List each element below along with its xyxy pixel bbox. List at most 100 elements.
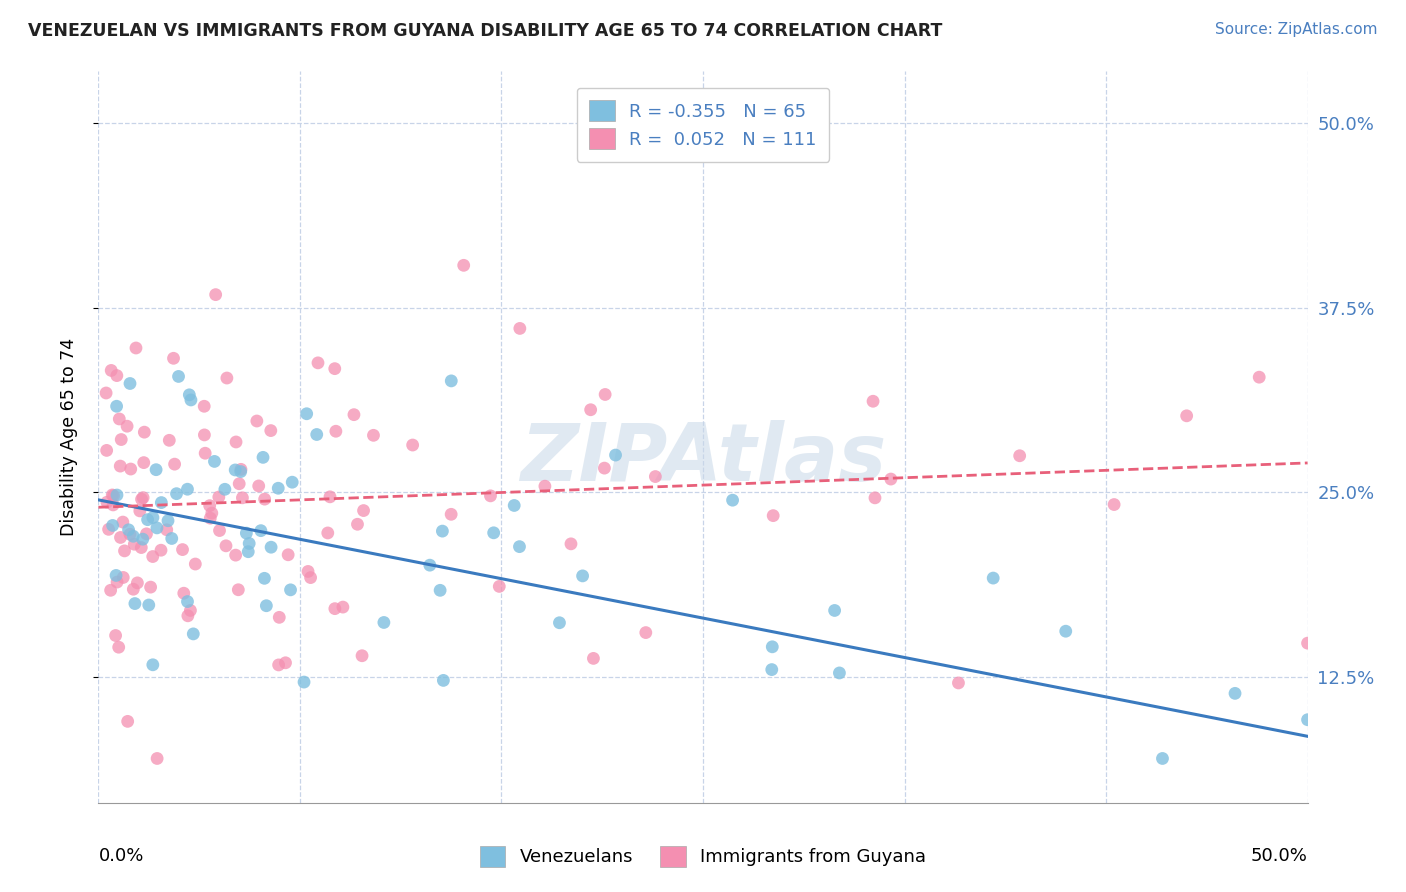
- Point: [343, 408, 366, 422]
- Point: [229, 465, 252, 479]
- Point: [127, 575, 149, 590]
- Point: [110, 433, 132, 447]
- Point: [176, 594, 198, 608]
- Point: [139, 580, 162, 594]
- Point: [432, 524, 454, 538]
- Point: [238, 536, 260, 550]
- Point: [267, 481, 290, 495]
- Point: [269, 610, 291, 624]
- Point: [252, 450, 274, 465]
- Point: [105, 568, 128, 582]
- Point: [323, 601, 346, 615]
- Point: [134, 425, 156, 439]
- Point: [162, 351, 184, 366]
- Point: [208, 490, 231, 504]
- Point: [120, 462, 142, 476]
- Point: [132, 491, 155, 505]
- Point: [101, 488, 124, 502]
- Point: [509, 321, 531, 335]
- Point: [228, 476, 250, 491]
- Point: [105, 399, 128, 413]
- Point: [1008, 449, 1031, 463]
- Point: [323, 361, 346, 376]
- Point: [111, 515, 134, 529]
- Point: [136, 513, 159, 527]
- Point: [762, 508, 785, 523]
- Point: [593, 387, 616, 401]
- Point: [253, 492, 276, 507]
- Point: [110, 459, 132, 474]
- Point: [307, 356, 329, 370]
- Point: [105, 368, 128, 383]
- Point: [156, 523, 179, 537]
- Point: [96, 495, 118, 509]
- Point: [225, 548, 247, 562]
- Point: [215, 539, 238, 553]
- Point: [112, 570, 135, 584]
- Point: [114, 544, 136, 558]
- Text: VENEZUELAN VS IMMIGRANTS FROM GUYANA DISABILITY AGE 65 TO 74 CORRELATION CHART: VENEZUELAN VS IMMIGRANTS FROM GUYANA DIS…: [28, 22, 942, 40]
- Point: [200, 511, 222, 525]
- Point: [214, 483, 236, 497]
- Point: [229, 462, 252, 476]
- Point: [761, 663, 783, 677]
- Point: [179, 603, 201, 617]
- Point: [1249, 370, 1271, 384]
- Point: [761, 640, 783, 654]
- Point: [193, 428, 215, 442]
- Point: [176, 482, 198, 496]
- Point: [346, 517, 368, 532]
- Point: [295, 407, 318, 421]
- Point: [228, 582, 250, 597]
- Point: [204, 287, 226, 301]
- Point: [297, 565, 319, 579]
- Point: [250, 524, 273, 538]
- Point: [503, 499, 526, 513]
- Point: [142, 549, 165, 564]
- Point: [440, 374, 463, 388]
- Point: [1152, 751, 1174, 765]
- Point: [103, 489, 125, 503]
- Point: [167, 369, 190, 384]
- Point: [131, 492, 153, 507]
- Point: [316, 525, 339, 540]
- Point: [132, 532, 155, 546]
- Point: [198, 499, 221, 513]
- Point: [634, 625, 657, 640]
- Point: [1296, 713, 1319, 727]
- Point: [118, 376, 141, 391]
- Point: [225, 434, 247, 449]
- Point: [235, 526, 257, 541]
- Point: [125, 341, 148, 355]
- Point: [117, 523, 139, 537]
- Point: [231, 491, 253, 505]
- Text: Source: ZipAtlas.com: Source: ZipAtlas.com: [1215, 22, 1378, 37]
- Point: [432, 673, 454, 688]
- Point: [156, 514, 179, 528]
- Point: [163, 457, 186, 471]
- Point: [173, 586, 195, 600]
- Point: [429, 583, 451, 598]
- Point: [253, 571, 276, 585]
- Point: [488, 579, 510, 593]
- Point: [863, 491, 886, 505]
- Point: [363, 428, 385, 442]
- Point: [880, 472, 903, 486]
- Point: [142, 510, 165, 524]
- Point: [582, 651, 605, 665]
- Point: [215, 371, 238, 385]
- Point: [862, 394, 884, 409]
- Point: [208, 524, 231, 538]
- Point: [107, 640, 129, 655]
- Point: [238, 545, 260, 559]
- Point: [179, 388, 201, 402]
- Point: [193, 399, 215, 413]
- Point: [560, 537, 582, 551]
- Point: [104, 628, 127, 642]
- Point: [118, 527, 141, 541]
- Point: [453, 258, 475, 272]
- Point: [332, 600, 354, 615]
- Point: [180, 392, 202, 407]
- Point: [124, 537, 146, 551]
- Point: [605, 448, 627, 462]
